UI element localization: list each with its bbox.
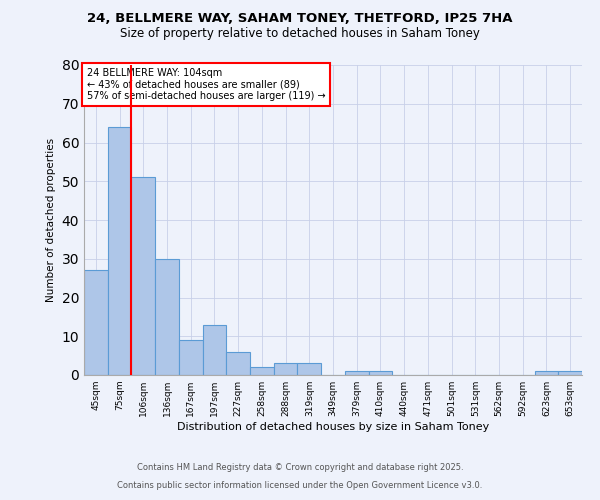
Bar: [203, 324, 226, 375]
Bar: [179, 340, 203, 375]
Bar: [558, 371, 582, 375]
Text: Contains public sector information licensed under the Open Government Licence v3: Contains public sector information licen…: [118, 481, 482, 490]
Bar: [84, 270, 108, 375]
Bar: [108, 127, 131, 375]
Text: 24, BELLMERE WAY, SAHAM TONEY, THETFORD, IP25 7HA: 24, BELLMERE WAY, SAHAM TONEY, THETFORD,…: [87, 12, 513, 26]
Bar: [250, 367, 274, 375]
Y-axis label: Number of detached properties: Number of detached properties: [46, 138, 56, 302]
Bar: [155, 259, 179, 375]
Bar: [226, 352, 250, 375]
X-axis label: Distribution of detached houses by size in Saham Toney: Distribution of detached houses by size …: [177, 422, 489, 432]
Text: Size of property relative to detached houses in Saham Toney: Size of property relative to detached ho…: [120, 28, 480, 40]
Text: 24 BELLMERE WAY: 104sqm
← 43% of detached houses are smaller (89)
57% of semi-de: 24 BELLMERE WAY: 104sqm ← 43% of detache…: [87, 68, 325, 101]
Bar: [345, 371, 368, 375]
Bar: [535, 371, 558, 375]
Bar: [368, 371, 392, 375]
Bar: [298, 364, 321, 375]
Bar: [131, 178, 155, 375]
Text: Contains HM Land Registry data © Crown copyright and database right 2025.: Contains HM Land Registry data © Crown c…: [137, 464, 463, 472]
Bar: [274, 364, 298, 375]
